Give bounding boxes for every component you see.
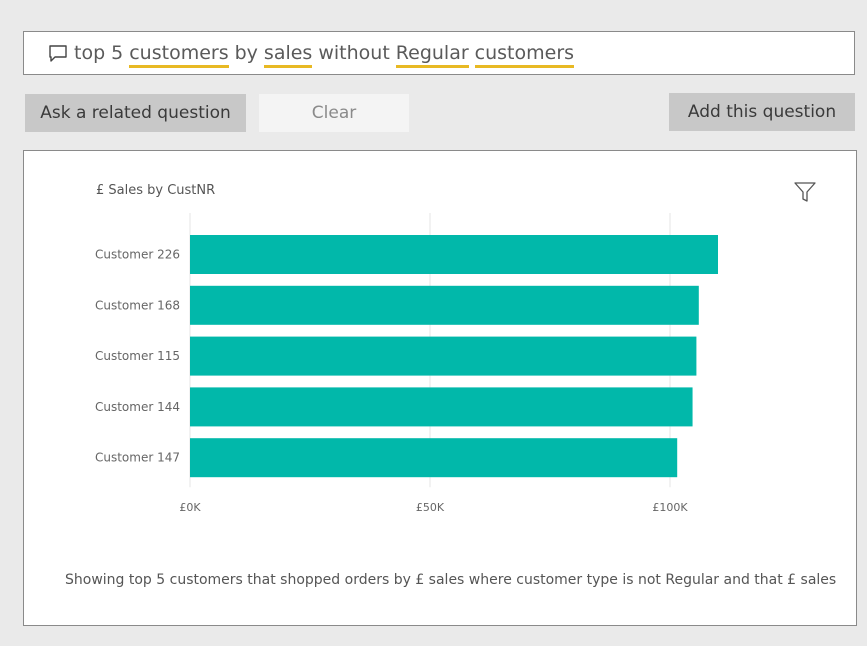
chart-title: £ Sales by CustNR bbox=[96, 183, 216, 198]
question-input[interactable]: top 5 customers by sales without Regular custom… bbox=[23, 31, 855, 75]
speech-bubble-icon bbox=[49, 45, 67, 62]
question-text[interactable]: top 5 customers by sales without Regular custom… bbox=[74, 42, 580, 68]
ask-related-question-button[interactable]: Ask a related question bbox=[25, 94, 246, 132]
add-this-question-button[interactable]: Add this question bbox=[669, 93, 855, 131]
bar[interactable] bbox=[190, 285, 699, 325]
bar-chart: £0K £50K £100K Customer 226 Customer 168 Cust… bbox=[95, 213, 718, 514]
clear-button[interactable]: Clear bbox=[259, 94, 409, 132]
category-label: Customer 115 bbox=[95, 349, 180, 363]
category-label: Customer 144 bbox=[95, 400, 180, 414]
bar[interactable] bbox=[190, 336, 697, 376]
recognized-term[interactable]: customers bbox=[474, 42, 575, 68]
chart-panel: £ Sales by CustNR £0K £50K £100K Customer 2… bbox=[23, 150, 857, 626]
recognized-term[interactable]: sales bbox=[263, 42, 313, 68]
category-label: Customer 226 bbox=[95, 248, 180, 262]
category-label: Customer 147 bbox=[95, 451, 180, 465]
bar[interactable] bbox=[190, 387, 693, 427]
x-tick-label: £100K bbox=[652, 501, 688, 514]
filter-icon[interactable] bbox=[794, 181, 816, 203]
chart-caption: Showing top 5 customers that shopped ord… bbox=[65, 572, 837, 588]
question-word: top bbox=[74, 42, 106, 64]
recognized-term[interactable]: customers bbox=[129, 42, 229, 68]
bar[interactable] bbox=[190, 438, 678, 478]
question-word: by bbox=[234, 42, 258, 64]
x-tick-label: £0K bbox=[179, 501, 201, 514]
bar[interactable] bbox=[190, 235, 718, 274]
recognized-term[interactable]: Regular bbox=[395, 42, 469, 68]
category-label: Customer 168 bbox=[95, 298, 180, 312]
question-word: 5 bbox=[111, 42, 124, 64]
question-word: without bbox=[318, 42, 390, 64]
x-tick-label: £50K bbox=[416, 501, 445, 514]
